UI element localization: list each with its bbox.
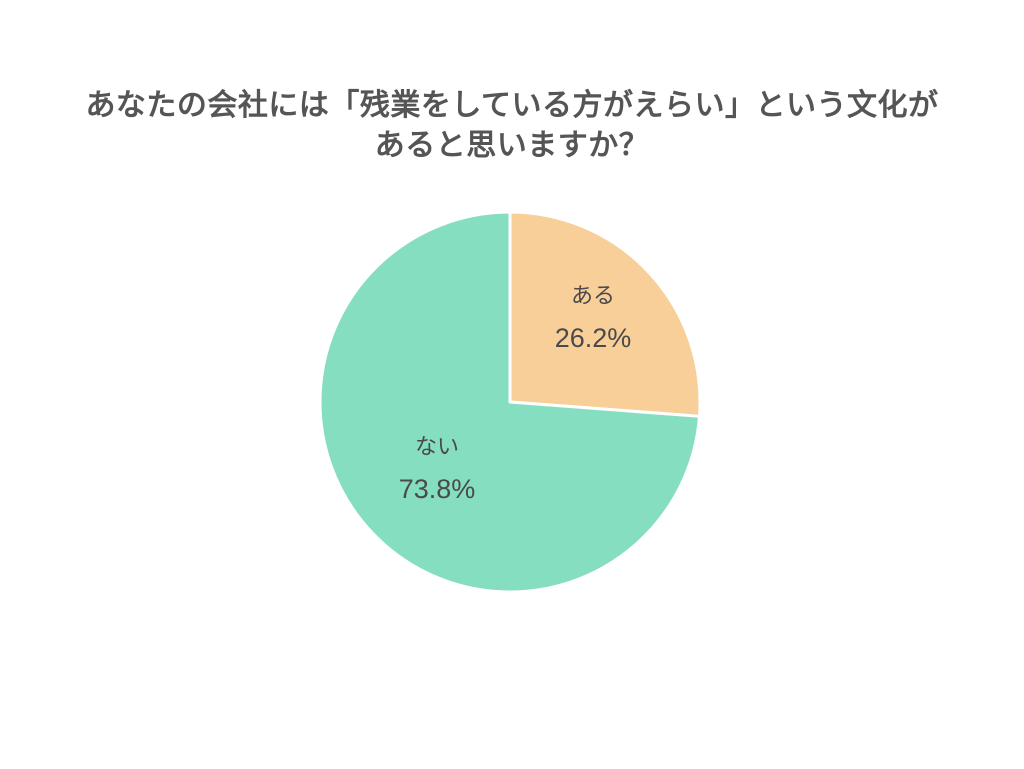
slice-nai-name: ない [414,434,459,459]
slice-aru-name: ある [570,283,615,308]
pie-slice-ある [508,210,702,418]
chart-title-line2: あると思いますか？ [374,129,650,162]
pie-slice-ない [318,210,701,594]
chart-title-line1: あなたの会社には「残業をしている方がえらい」という文化が [85,89,939,122]
slice-nai-percent: 73.8% [398,474,476,504]
slice-label-aru: ある 26.2% [555,278,632,354]
slice-aru-percent: 26.2% [554,323,632,353]
slice-label-nai: ない 73.8% [399,429,476,505]
pie-svg [318,210,702,594]
footer: robamımı 調査期間：2022/12/19～2022/12/21 調査対象… [0,650,1024,769]
chart-title: あなたの会社には「残業をしている方がえらい」という文化が あると思いますか？ [0,86,1024,166]
pie-chart: ある 26.2% ない 73.8% [316,208,704,596]
